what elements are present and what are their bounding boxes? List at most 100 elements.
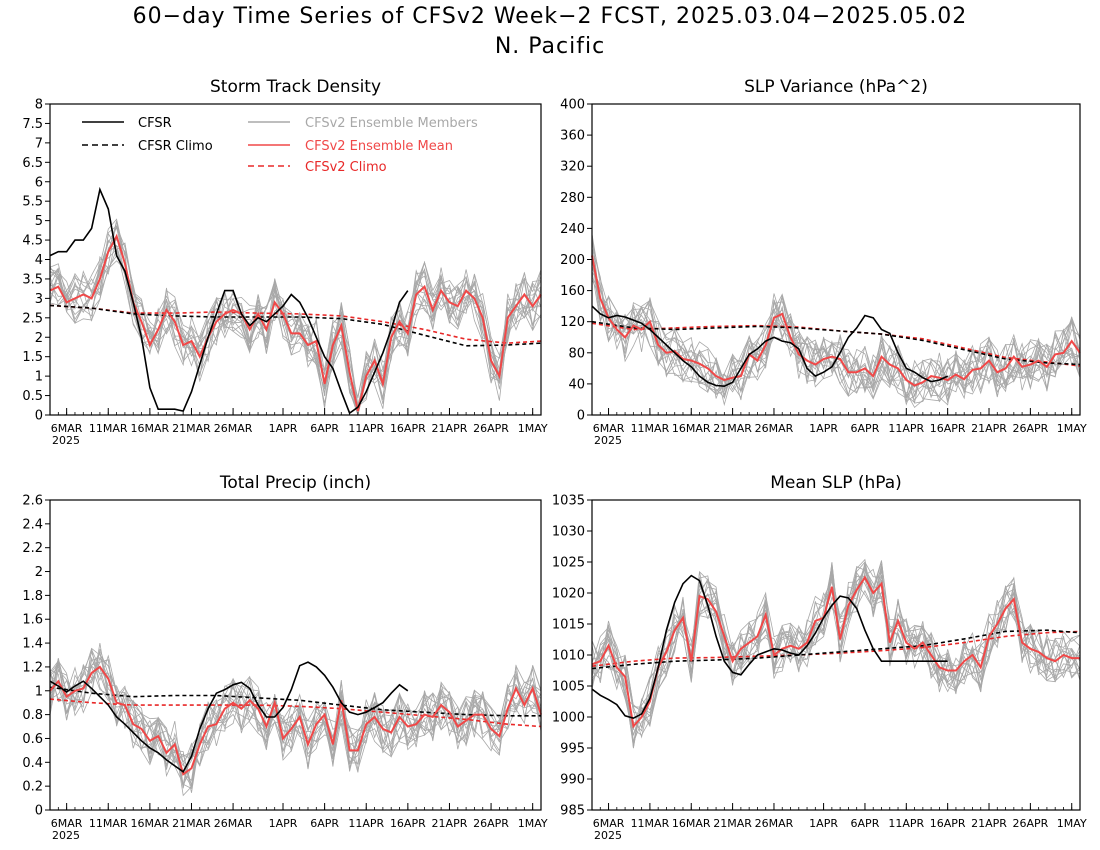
x-tick-label: 11MAR (631, 422, 670, 435)
ensemble-member-line (591, 562, 1081, 739)
series-line-cfsr (591, 305, 949, 388)
panel-title: Mean SLP (hPa) (770, 473, 902, 493)
x-year-label: 2025 (594, 829, 622, 842)
ensemble-member-line (591, 257, 1081, 397)
ensemble-member-line (49, 225, 542, 413)
y-tick-label: 320 (560, 160, 585, 175)
series-line-cfsr (591, 574, 948, 720)
figure-title: 60−day Time Series of CFSv2 Week−2 FCST,… (132, 4, 968, 29)
y-tick-label: 5.5 (22, 195, 43, 210)
series-line-cfsr (49, 661, 409, 773)
y-tick-label: 0.8 (22, 708, 43, 723)
x-tick-label: 1APR (809, 817, 838, 830)
ensemble-member-line (591, 562, 1081, 732)
y-tick-label: 0.4 (22, 756, 43, 771)
series-line-cfsr (49, 186, 409, 415)
x-tick-label: 6APR (851, 422, 880, 435)
y-tick-label: 995 (560, 742, 585, 757)
series-line-cfsv2-climo (591, 630, 1081, 667)
y-tick-label: 1010 (552, 649, 585, 664)
y-tick-label: 985 (560, 804, 585, 819)
x-tick-label: 21APR (432, 817, 468, 830)
y-tick-label: 200 (560, 253, 585, 268)
y-tick-label: 360 (560, 129, 585, 144)
x-year-label: 2025 (52, 434, 80, 447)
x-tick-label: 6APR (851, 817, 880, 830)
x-tick-label: 16MAR (131, 422, 170, 435)
ensemble-member-line (591, 248, 1081, 405)
panel-total-precip: Total Precip (inch) 0 0.2 0.4 0.6 0.8 1 1.2 1.4 1… (22, 473, 548, 842)
y-tick-label: 0.2 (22, 780, 43, 795)
y-tick-label: 4 (35, 253, 43, 268)
series-line-ens-mean (591, 255, 1081, 387)
x-tick-label: 11MAR (89, 817, 128, 830)
ensemble-member-line (49, 238, 542, 416)
x-tick-label: 1APR (269, 817, 298, 830)
y-tick-label: 0 (35, 804, 43, 819)
x-tick-label: 11MAR (89, 422, 128, 435)
y-tick-label: 0.5 (22, 389, 43, 404)
y-tick-label: 6 (35, 175, 43, 190)
y-tick-label: 2.5 (22, 311, 43, 326)
ensemble-member-line (49, 232, 542, 416)
ensemble-member-line (591, 234, 1081, 399)
panel-mean-slp: Mean SLP (hPa) 985 990 995 1000 1005 1010 1015 1… (552, 473, 1087, 842)
y-tick-label: 160 (560, 284, 585, 299)
y-tick-label: 280 (560, 191, 585, 206)
y-tick-label: 7.5 (22, 117, 43, 132)
x-tick-label: 1MAY (1057, 817, 1087, 830)
ensemble-member-line (49, 664, 542, 782)
y-tick-label: 1.4 (22, 637, 43, 652)
series-line-ens-mean (49, 233, 542, 412)
ensemble-member-line (591, 558, 1081, 736)
ensemble-member-line (49, 218, 542, 411)
ensemble-member-line (49, 651, 542, 773)
x-tick-label: 26APR (1012, 422, 1048, 435)
ensemble-member-line (591, 239, 1081, 403)
legend-label-ens-members: CFSv2 Ensemble Members (305, 116, 478, 131)
y-tick-label: 0 (35, 409, 43, 424)
legend-label-ens-mean: CFSv2 Ensemble Mean (305, 139, 453, 154)
x-tick-label: 11APR (888, 422, 924, 435)
y-tick-label: 7 (35, 136, 43, 151)
y-tick-label: 2.6 (22, 494, 43, 509)
x-tick-label: 26APR (473, 817, 509, 830)
ensemble-member-line (591, 572, 1081, 730)
x-tick-label: 21MAR (713, 422, 752, 435)
y-tick-label: 1030 (552, 525, 585, 540)
panel-title: Total Precip (inch) (219, 473, 371, 493)
series-line-cfsr-climo (591, 320, 1081, 366)
ensemble-member-line (591, 279, 1081, 403)
y-tick-label: 5 (35, 214, 43, 229)
y-tick-label: 1.6 (22, 613, 43, 628)
y-tick-label: 1.2 (22, 660, 43, 675)
plot-frame (49, 499, 542, 811)
x-tick-label: 21APR (971, 817, 1007, 830)
y-tick-label: 80 (568, 346, 585, 361)
y-tick-label: 40 (568, 377, 585, 392)
y-tick-label: 1005 (552, 680, 585, 695)
y-tick-label: 3.5 (22, 272, 43, 287)
y-tick-label: 1020 (552, 587, 585, 602)
y-tick-label: 240 (560, 222, 585, 237)
y-tick-label: 1000 (552, 711, 585, 726)
y-tick-label: 1035 (552, 494, 585, 509)
y-tick-label: 990 (560, 773, 585, 788)
x-tick-label: 16MAR (672, 817, 711, 830)
x-tick-label: 1MAY (518, 422, 548, 435)
x-tick-label: 26MAR (214, 422, 253, 435)
y-tick-label: 0 (577, 409, 585, 424)
x-tick-label: 16APR (390, 817, 426, 830)
x-tick-label: 6MAR (593, 422, 625, 435)
x-tick-label: 21MAR (713, 817, 752, 830)
panel-title: SLP Variance (hPa^2) (744, 77, 928, 97)
y-tick-label: 1025 (552, 556, 585, 571)
x-tick-label: 26MAR (755, 422, 794, 435)
series-line-ens-mean (591, 575, 1080, 729)
ensemble-members (49, 218, 542, 416)
y-tick-label: 0.6 (22, 732, 43, 747)
x-tick-label: 21APR (432, 422, 468, 435)
panel-title: Storm Track Density (210, 77, 381, 97)
ensemble-member-line (49, 659, 542, 797)
